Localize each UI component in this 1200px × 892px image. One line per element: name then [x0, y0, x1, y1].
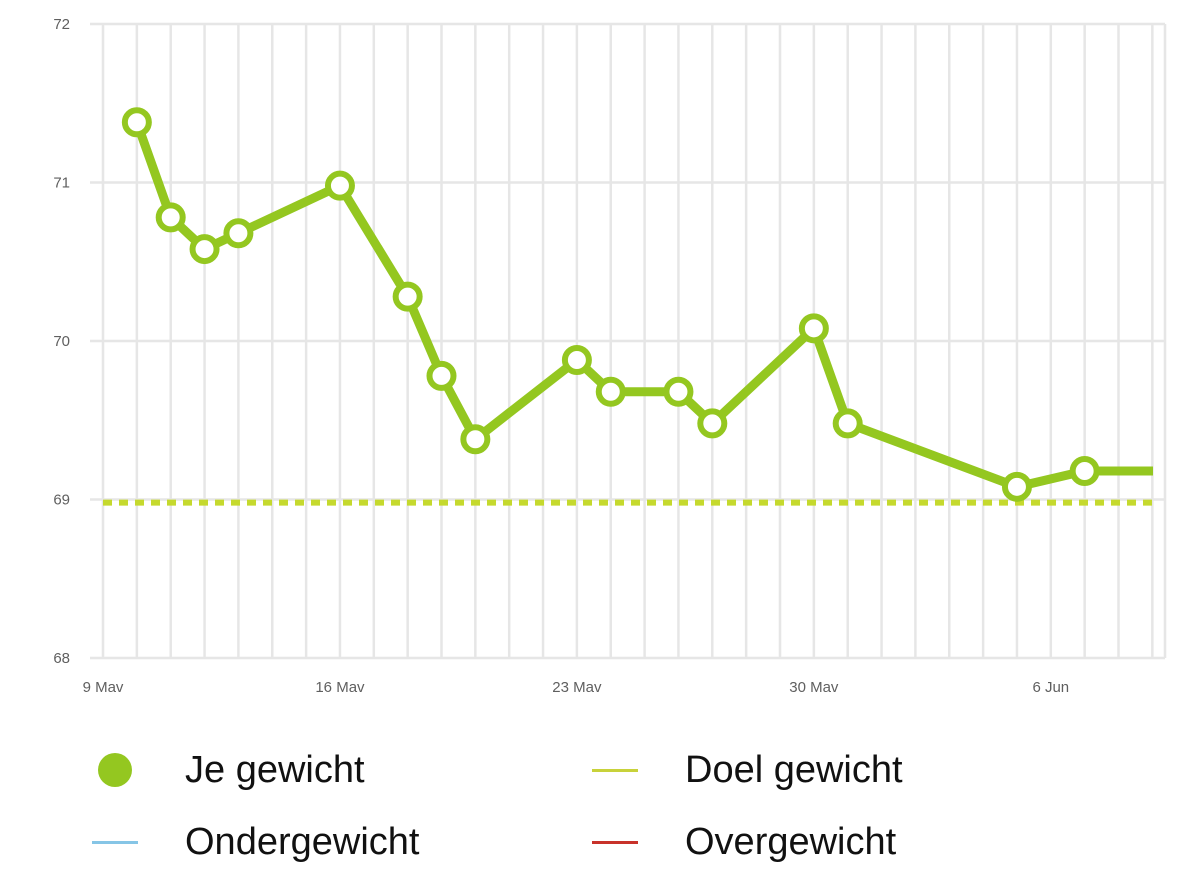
x-tick-label: 9 Mav: [83, 679, 124, 696]
weight-point: [189, 234, 220, 265]
weight-point: [223, 218, 254, 249]
legend-dot-icon: [98, 753, 132, 787]
weight-point: [798, 313, 829, 344]
weight-point: [697, 408, 728, 439]
weight-point: [392, 281, 423, 312]
legend-item-doel-gewicht[interactable]: Doel gewicht: [585, 740, 903, 800]
weight-point: [155, 202, 186, 233]
weight-chart: 72 71 70 69 68 9 Mav 16 Mav 23 Mav 30 Mav 6 Jun: [53, 16, 1167, 696]
weight-point: [561, 345, 592, 376]
y-axis-ticks: 72 71 70 69 68: [53, 16, 70, 667]
x-tick-label: 30 Mav: [789, 679, 839, 696]
weight-point: [832, 408, 863, 439]
weight-point: [1001, 471, 1032, 502]
weight-point: [663, 376, 694, 407]
legend-item-je-gewicht[interactable]: Je gewicht: [85, 740, 365, 800]
weight-point: [426, 360, 457, 391]
legend-swatch-holder: [85, 822, 145, 862]
y-tick-label: 72: [53, 16, 70, 33]
legend-label: Ondergewicht: [185, 820, 420, 863]
legend-label: Je gewicht: [185, 748, 365, 791]
legend-swatch-holder: [585, 750, 645, 790]
legend-item-overgewicht[interactable]: Overgewicht: [585, 812, 896, 872]
legend-line-icon: [592, 840, 638, 844]
legend-line-icon: [92, 840, 138, 844]
x-axis-ticks: 9 Mav 16 Mav 23 Mav 30 Mav 6 Jun: [83, 679, 1070, 696]
x-tick-label: 16 Mav: [315, 679, 365, 696]
grid: [90, 22, 1167, 660]
legend-item-ondergewicht[interactable]: Ondergewicht: [85, 812, 419, 872]
legend-label: Doel gewicht: [685, 748, 903, 791]
legend-label: Overgewicht: [685, 820, 897, 863]
weight-point: [324, 170, 355, 201]
legend-line-icon: [592, 768, 638, 772]
legend: Je gewicht Doel gewicht Ondergewicht Ove…: [0, 730, 1200, 880]
y-tick-label: 71: [53, 175, 70, 192]
y-tick-label: 68: [53, 650, 70, 667]
x-tick-label: 6 Jun: [1032, 679, 1069, 696]
weight-points: [121, 107, 1100, 502]
legend-swatch-holder: [585, 822, 645, 862]
weight-point: [1069, 455, 1100, 486]
legend-swatch-holder: [85, 750, 145, 790]
weight-point: [121, 107, 152, 138]
y-tick-label: 69: [53, 492, 70, 509]
weight-point: [460, 424, 491, 455]
weight-point: [595, 376, 626, 407]
x-tick-label: 23 Mav: [552, 679, 602, 696]
y-tick-label: 70: [53, 333, 70, 350]
